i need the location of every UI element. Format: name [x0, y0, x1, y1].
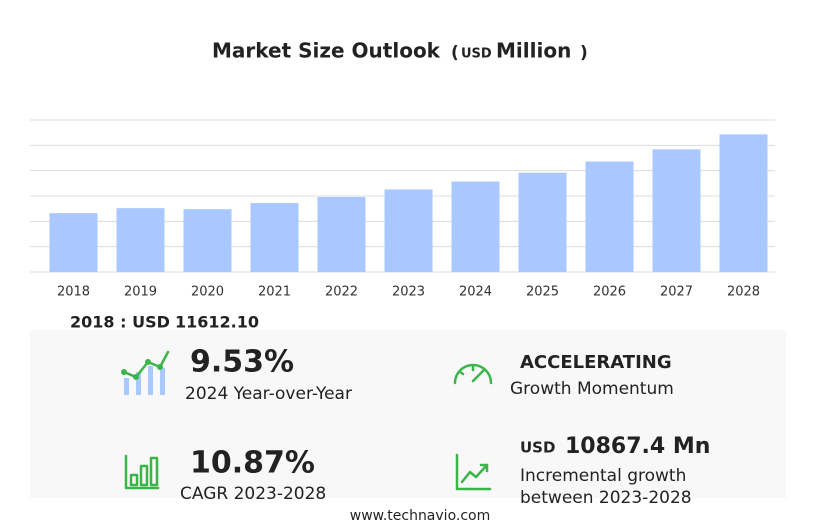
kpi-value: ACCELERATING [520, 352, 672, 373]
kpi-value: 10.87% [190, 446, 315, 481]
x-tick-label: 2021 [258, 285, 291, 300]
bar [116, 208, 165, 272]
x-tick-label: 2024 [459, 285, 492, 300]
chart-title: Market Size Outlook [212, 39, 441, 63]
kpi-caption: Incremental growth [520, 466, 686, 486]
x-tick-label: 2022 [325, 285, 358, 300]
kpi-unit: USD [520, 439, 555, 457]
x-tick-label: 2026 [593, 285, 626, 300]
bar [518, 172, 567, 272]
footer: www.technavio.com [350, 508, 491, 524]
x-tick-label: 2019 [124, 285, 157, 300]
kpi-caption: Growth Momentum [510, 379, 674, 399]
bar [183, 209, 232, 272]
bar [719, 134, 768, 272]
highlight-label: 2018 : USD [70, 313, 170, 332]
bar [451, 181, 500, 272]
kpi-value: 10867.4 Mn [565, 434, 710, 459]
x-tick-label: 2027 [660, 285, 693, 300]
kpi-caption: 2024 Year-over-Year [185, 384, 352, 404]
growth-icon [121, 350, 170, 395]
bar [250, 203, 299, 272]
bar [652, 149, 701, 272]
gauge-icon [453, 363, 493, 385]
unit-currency: USD [461, 47, 492, 62]
x-tick-label: 2025 [526, 285, 559, 300]
unit-open: ( [451, 43, 459, 63]
x-tick-label: 2023 [392, 285, 425, 300]
kpi-caption: between 2023-2028 [520, 488, 692, 508]
unit-scale: Million [496, 39, 571, 63]
bar [384, 189, 433, 272]
bar [49, 213, 98, 272]
bar [317, 197, 366, 272]
x-tick-label: 2018 [57, 285, 90, 300]
highlight-value: 11612.10 [175, 313, 259, 332]
x-tick-label: 2028 [727, 285, 760, 300]
kpi-caption: CAGR 2023-2028 [180, 484, 326, 504]
bar [585, 161, 634, 272]
x-tick-label: 2020 [191, 285, 224, 300]
trend-icon [455, 453, 492, 491]
unit-close: ) [580, 43, 588, 63]
title-group: Market Size Outlook ( USD Million ) [212, 39, 588, 64]
kpi-value: 9.53% [190, 345, 294, 380]
bar-icon [124, 454, 160, 490]
